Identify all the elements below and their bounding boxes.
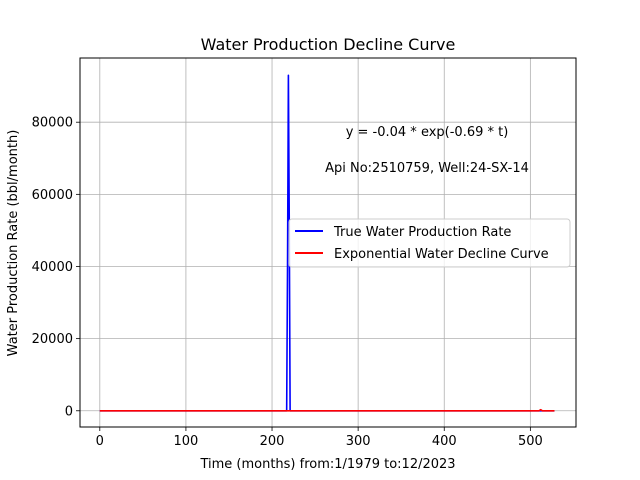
well-annotation: Api No:2510759, Well:24-SX-14 xyxy=(325,161,529,176)
y-axis: 0 20000 40000 60000 80000 xyxy=(32,116,80,419)
equation-annotation: y = -0.04 * exp(-0.69 * t) xyxy=(346,125,509,140)
x-tick-label: 400 xyxy=(432,434,457,449)
series-line-1 xyxy=(99,408,555,412)
plot-frame xyxy=(79,57,577,428)
series-lines xyxy=(99,74,555,412)
y-tick-label: 80000 xyxy=(32,116,73,131)
x-tick-label: 200 xyxy=(260,434,285,449)
x-axis: 0 100 200 300 400 500 xyxy=(96,427,543,449)
x-tick-label: 300 xyxy=(346,434,371,449)
grid xyxy=(80,58,576,427)
x-tick-label: 100 xyxy=(174,434,199,449)
legend-box xyxy=(288,218,571,268)
legend: True Water Production Rate Exponential W… xyxy=(288,218,571,268)
y-axis-label: Water Production Rate (bbl/month) xyxy=(6,130,21,357)
chart-title: Water Production Decline Curve xyxy=(201,35,456,54)
y-tick-label: 40000 xyxy=(32,260,73,275)
x-tick-label: 500 xyxy=(518,434,543,449)
y-tick-label: 60000 xyxy=(32,188,73,203)
y-tick-label: 20000 xyxy=(32,332,73,347)
legend-label-exponential-decline: Exponential Water Decline Curve xyxy=(334,247,549,262)
legend-label-true-water: True Water Production Rate xyxy=(333,225,511,240)
x-tick-label: 0 xyxy=(96,434,104,449)
y-tick-label: 0 xyxy=(65,404,73,419)
x-axis-label: Time (months) from:1/1979 to:12/2023 xyxy=(199,457,455,472)
